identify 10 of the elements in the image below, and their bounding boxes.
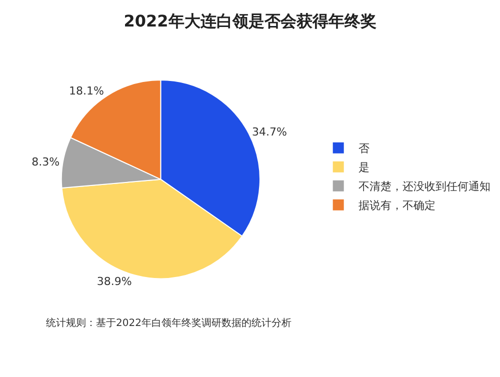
data-label: 34.7% xyxy=(252,126,287,139)
legend-label: 是 xyxy=(358,161,370,174)
legend-label: 不清楚，还没收到任何通知 xyxy=(358,180,490,194)
text: 统计规则：基于2022年白领年终奖调研数据的统计分析 xyxy=(46,317,292,329)
data-label: 38.9% xyxy=(96,274,132,288)
chart-title: 2022年大连白领是否会获得年终奖 xyxy=(124,11,376,30)
data-label: 18.1% xyxy=(69,84,104,98)
data-label: 8.3% xyxy=(32,156,60,169)
legend-label: 据说有，不确定 xyxy=(358,199,436,212)
legend-label: 否 xyxy=(358,142,370,156)
